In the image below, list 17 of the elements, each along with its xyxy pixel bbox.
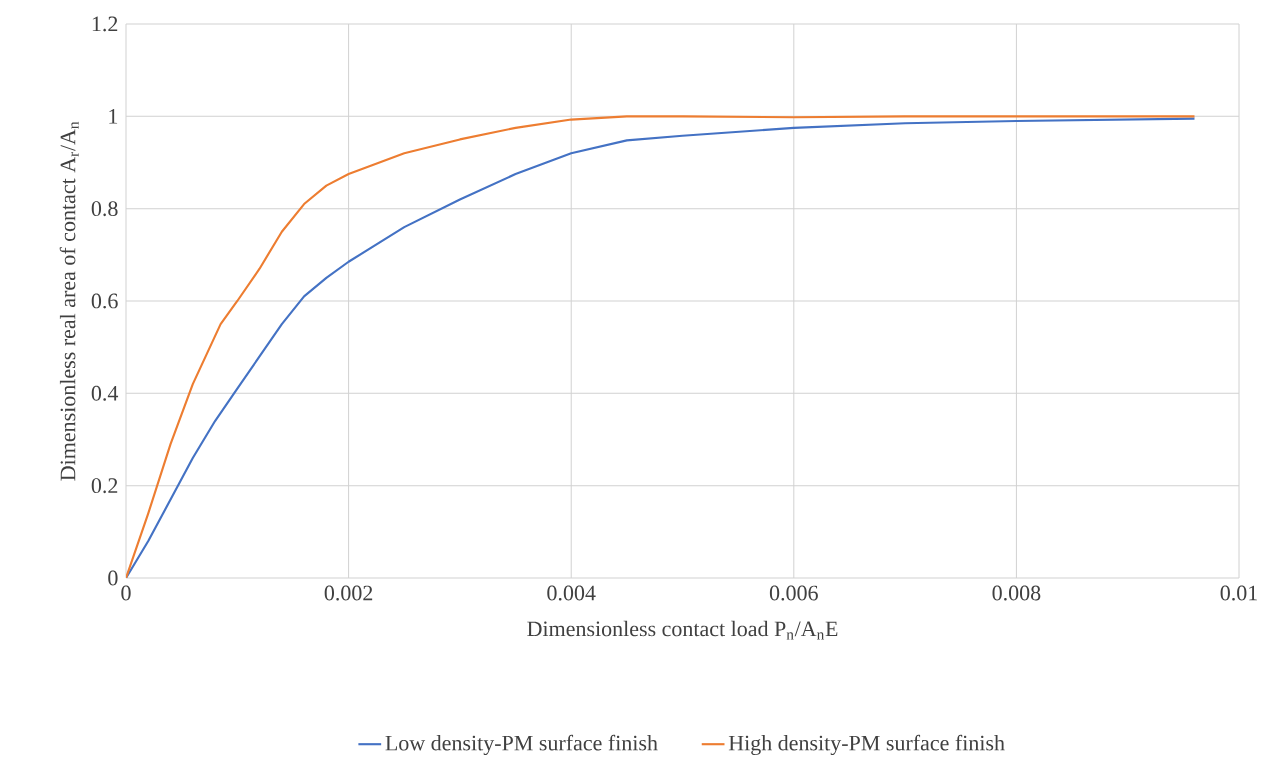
y-tick-label: 1.2 [92,16,118,32]
x-tick-label: 0.004 [547,585,596,601]
x-axis-title: Dimensionless contact load P$_{n}$/A$_{n}$E [527,620,838,640]
y-axis-title: Dimensionless real area of contact A$_{r}$/A$_{n}$ [59,121,79,481]
legend-label: High density-PM surface finish [728,734,1005,756]
y-tick-label: 0.6 [91,293,118,309]
x-tick-label: 0.002 [324,585,373,601]
x-tick-label: 0.01 [1220,585,1257,601]
y-tick-label: 0 [108,570,118,586]
legend-label: Low density-PM surface finish [385,734,658,756]
y-tick-label: 0.4 [91,385,119,401]
y-tick-label: 1 [109,109,118,124]
x-tick-label: 0 [121,585,131,601]
y-tick-label: 0.2 [91,478,118,494]
x-tick-label: 0.006 [769,585,818,601]
x-tick-label: 0.008 [992,585,1041,601]
y-tick-label: 0.8 [91,201,118,217]
